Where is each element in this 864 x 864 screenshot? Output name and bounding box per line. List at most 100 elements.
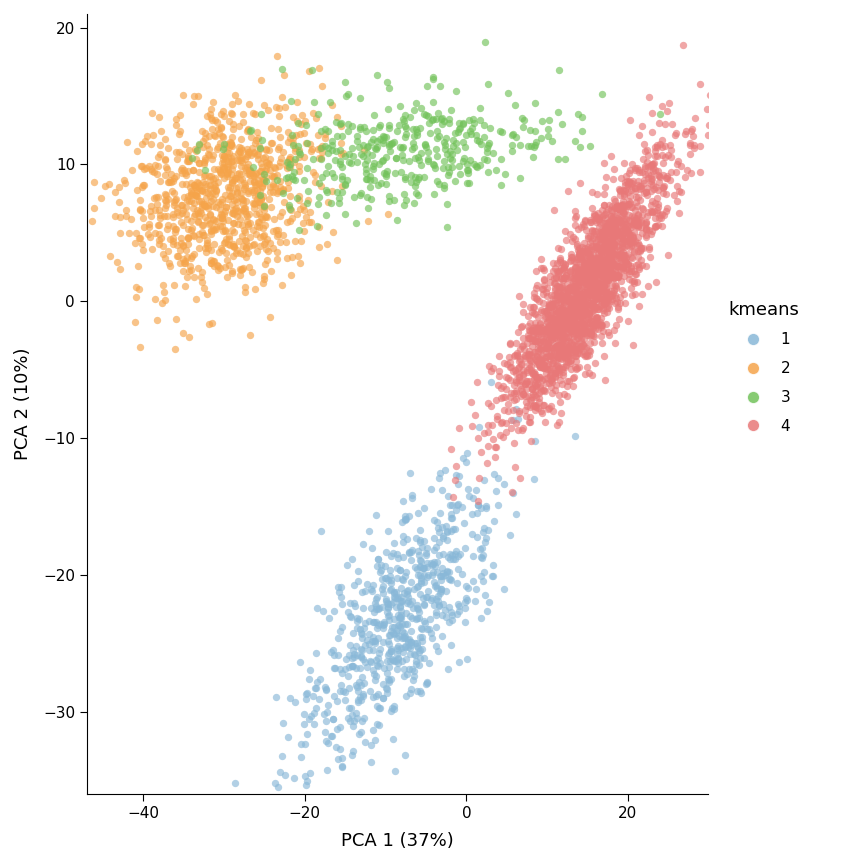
Point [376, 586, 390, 600]
Point [359, 124, 373, 138]
Point [196, 218, 210, 232]
Point [298, 114, 312, 128]
Point [621, 219, 635, 232]
Point [578, 244, 592, 257]
Point [624, 179, 638, 193]
Point [586, 257, 600, 270]
Point [579, 299, 593, 313]
Point [659, 171, 673, 185]
Point [623, 163, 637, 177]
Point [641, 279, 655, 293]
Point [406, 601, 420, 615]
Point [371, 658, 384, 671]
Point [626, 228, 639, 242]
Point [419, 141, 433, 155]
Point [190, 143, 204, 157]
Point [480, 153, 494, 167]
Point [621, 240, 635, 254]
Point [355, 586, 369, 600]
Point [432, 548, 446, 562]
Point [161, 175, 175, 189]
Point [192, 209, 206, 223]
Point [578, 265, 592, 279]
Point [277, 194, 291, 208]
Point [282, 152, 295, 166]
Point [505, 413, 518, 427]
Point [575, 255, 589, 269]
Point [148, 226, 162, 239]
Point [512, 353, 526, 367]
Point [258, 210, 272, 224]
Point [544, 134, 558, 148]
Point [162, 173, 176, 187]
Point [463, 153, 477, 167]
Point [555, 317, 569, 331]
Point [213, 166, 227, 180]
Point [603, 265, 617, 279]
Point [253, 142, 267, 156]
Point [233, 212, 247, 226]
Point [226, 158, 240, 172]
Point [297, 203, 311, 217]
Point [539, 376, 553, 390]
Point [334, 147, 347, 161]
Point [589, 266, 603, 280]
Point [238, 225, 251, 238]
Point [605, 240, 619, 254]
Point [602, 214, 616, 228]
Point [530, 349, 544, 363]
Point [391, 656, 404, 670]
Point [542, 325, 556, 339]
Point [358, 615, 372, 629]
Point [233, 246, 247, 260]
Point [262, 104, 276, 118]
Point [478, 535, 492, 549]
Point [185, 187, 199, 200]
Point [592, 272, 606, 286]
Point [579, 223, 593, 237]
Point [632, 260, 646, 274]
Point [379, 594, 393, 608]
Point [143, 230, 156, 244]
Point [199, 242, 213, 256]
Point [383, 81, 397, 95]
Point [545, 296, 559, 310]
Point [550, 279, 563, 293]
Point [530, 372, 543, 386]
Point [338, 662, 352, 676]
Point [509, 366, 523, 380]
Point [543, 300, 557, 314]
Point [576, 269, 590, 283]
Point [576, 337, 590, 351]
Point [383, 118, 397, 132]
Point [645, 227, 658, 241]
Point [175, 238, 189, 251]
Point [399, 127, 413, 141]
Point [537, 272, 550, 286]
Point [341, 659, 355, 673]
Point [569, 323, 583, 337]
Point [596, 247, 610, 261]
Point [239, 239, 253, 253]
Point [292, 150, 306, 164]
Point [397, 509, 411, 523]
Point [551, 241, 565, 255]
Point [425, 568, 439, 581]
Point [586, 292, 600, 306]
Point [542, 319, 556, 333]
Point [205, 243, 219, 257]
Point [501, 404, 515, 418]
Point [185, 151, 199, 165]
Point [252, 195, 266, 209]
Point [187, 196, 201, 210]
Point [550, 345, 564, 359]
Point [578, 264, 592, 278]
Point [647, 156, 661, 170]
Point [187, 247, 201, 261]
Point [577, 219, 591, 232]
Point [648, 162, 662, 176]
Point [580, 255, 594, 269]
Point [639, 215, 653, 229]
Point [588, 242, 601, 256]
Point [424, 556, 438, 570]
